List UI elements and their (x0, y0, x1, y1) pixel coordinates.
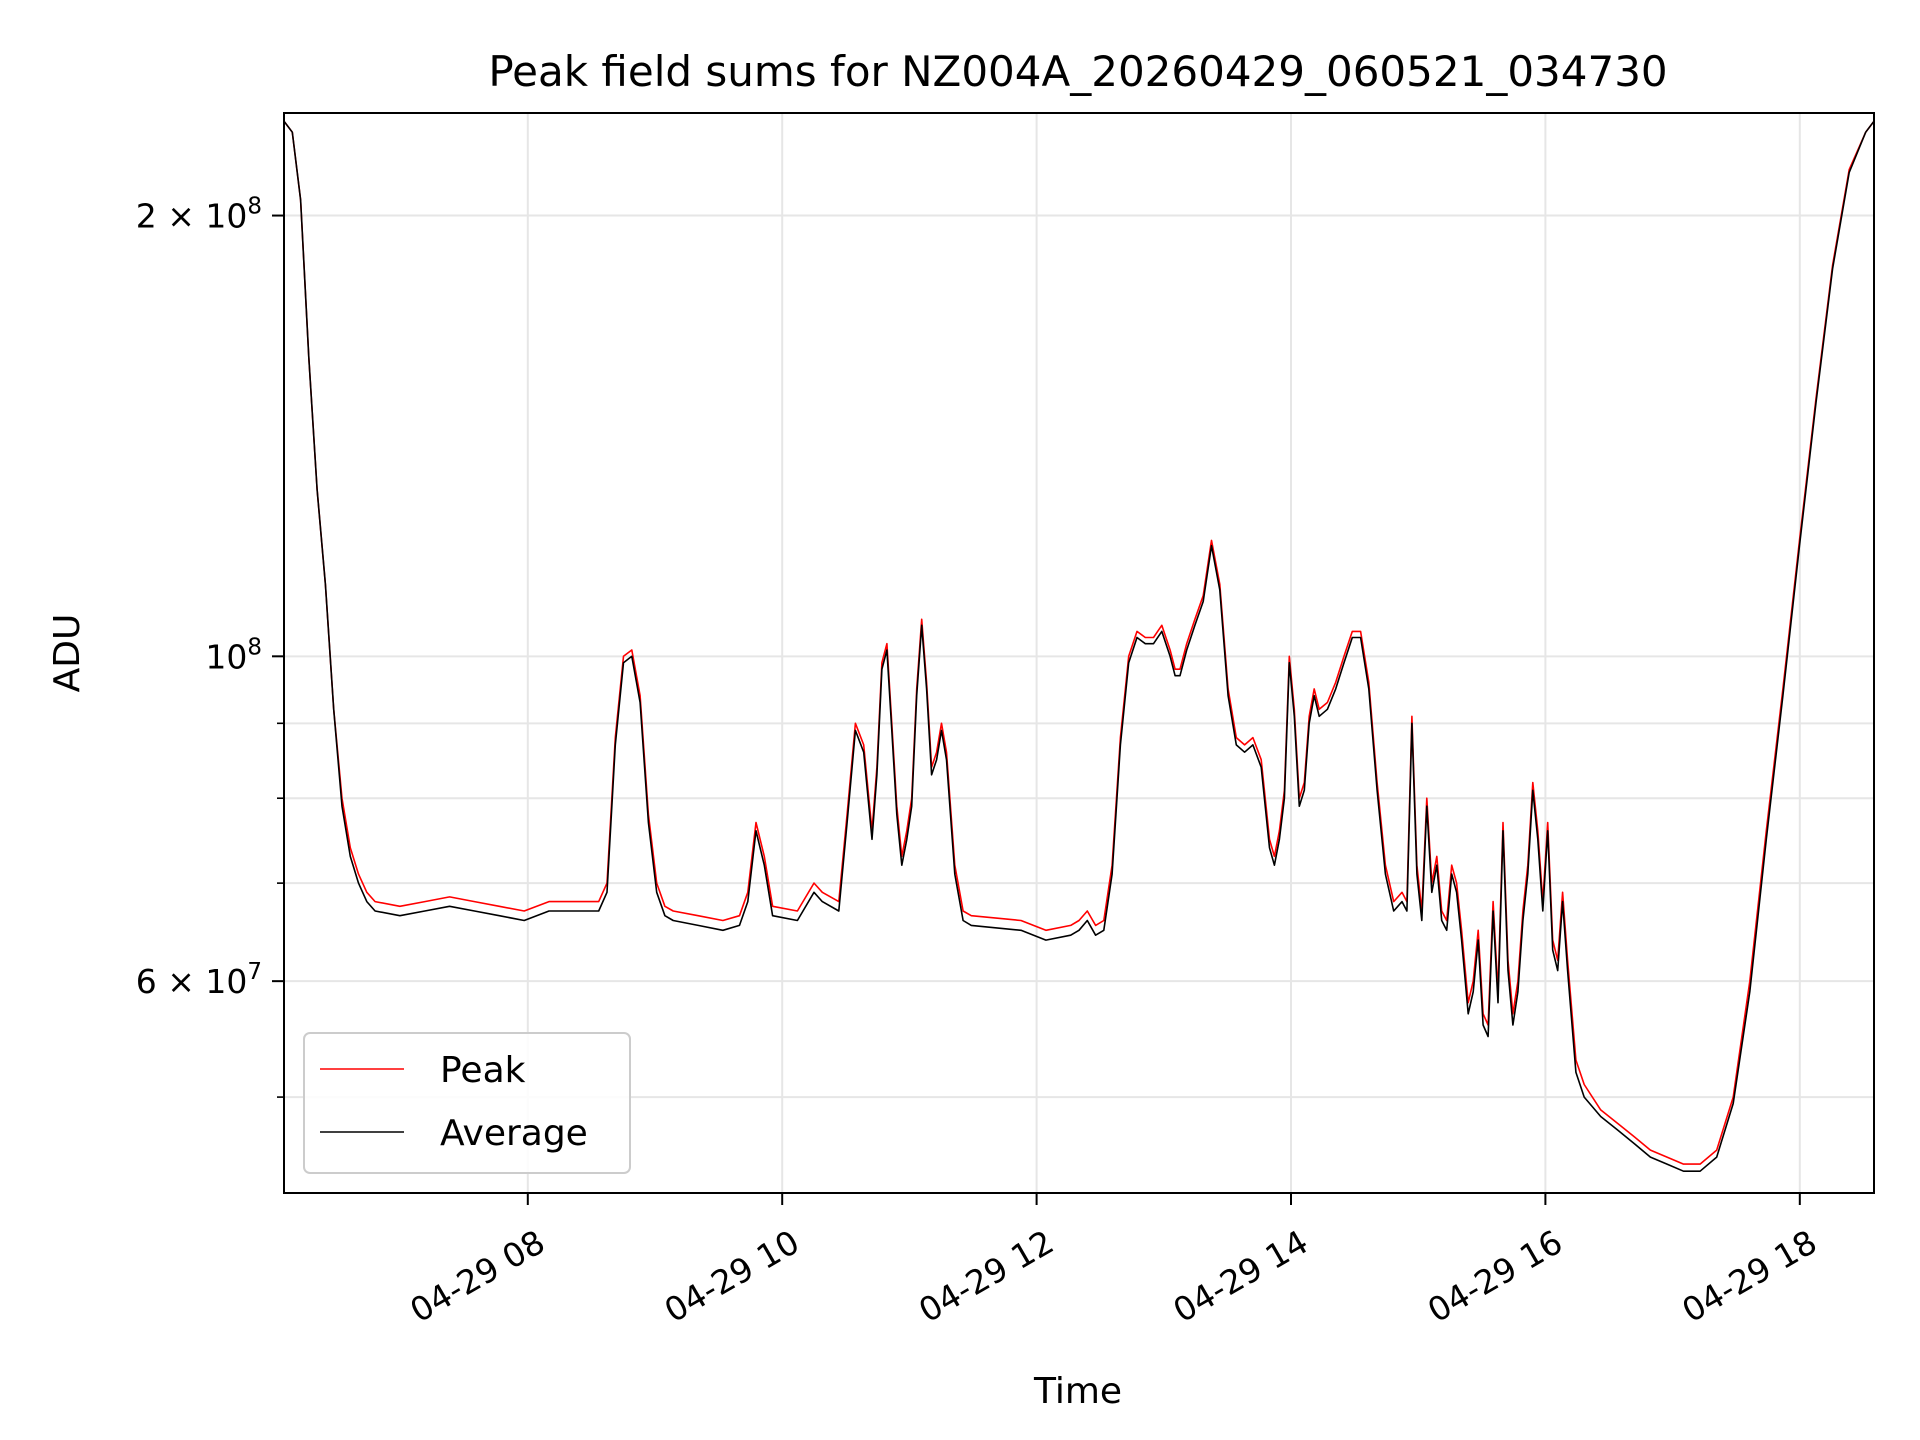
y-tick-mantissa: 6 (136, 962, 157, 1001)
y-tick-exponent: 8 (247, 194, 262, 220)
y-tick-exponent: 8 (247, 634, 262, 660)
y-tick-label: 2 × 108 (136, 194, 262, 236)
grid (284, 113, 1874, 1193)
series-line-average (284, 120, 1874, 1172)
legend: Peak Average (303, 1032, 631, 1174)
plot-area (284, 120, 1874, 1172)
y-tick-times: × (157, 197, 206, 236)
y-tick-base: 10 (205, 197, 247, 236)
y-tick-label: 108 (205, 634, 262, 676)
chart-title: Peak field sums for NZ004A_20260429_0605… (488, 47, 1667, 96)
y-tick-base: 10 (205, 962, 247, 1001)
x-axis-label: Time (1033, 1371, 1122, 1412)
y-tick-times: × (157, 962, 206, 1001)
y-axis-label: ADU (47, 614, 88, 693)
y-tick-exponent: 7 (247, 959, 262, 985)
y-tick-label: 6 × 107 (136, 959, 262, 1001)
legend-label-peak: Peak (440, 1050, 526, 1091)
y-tick-base: 10 (205, 637, 247, 676)
y-tick-mantissa: 2 (136, 197, 157, 236)
legend-box (303, 1032, 631, 1174)
legend-label-average: Average (440, 1113, 588, 1154)
axes-frame (283, 112, 1875, 1194)
